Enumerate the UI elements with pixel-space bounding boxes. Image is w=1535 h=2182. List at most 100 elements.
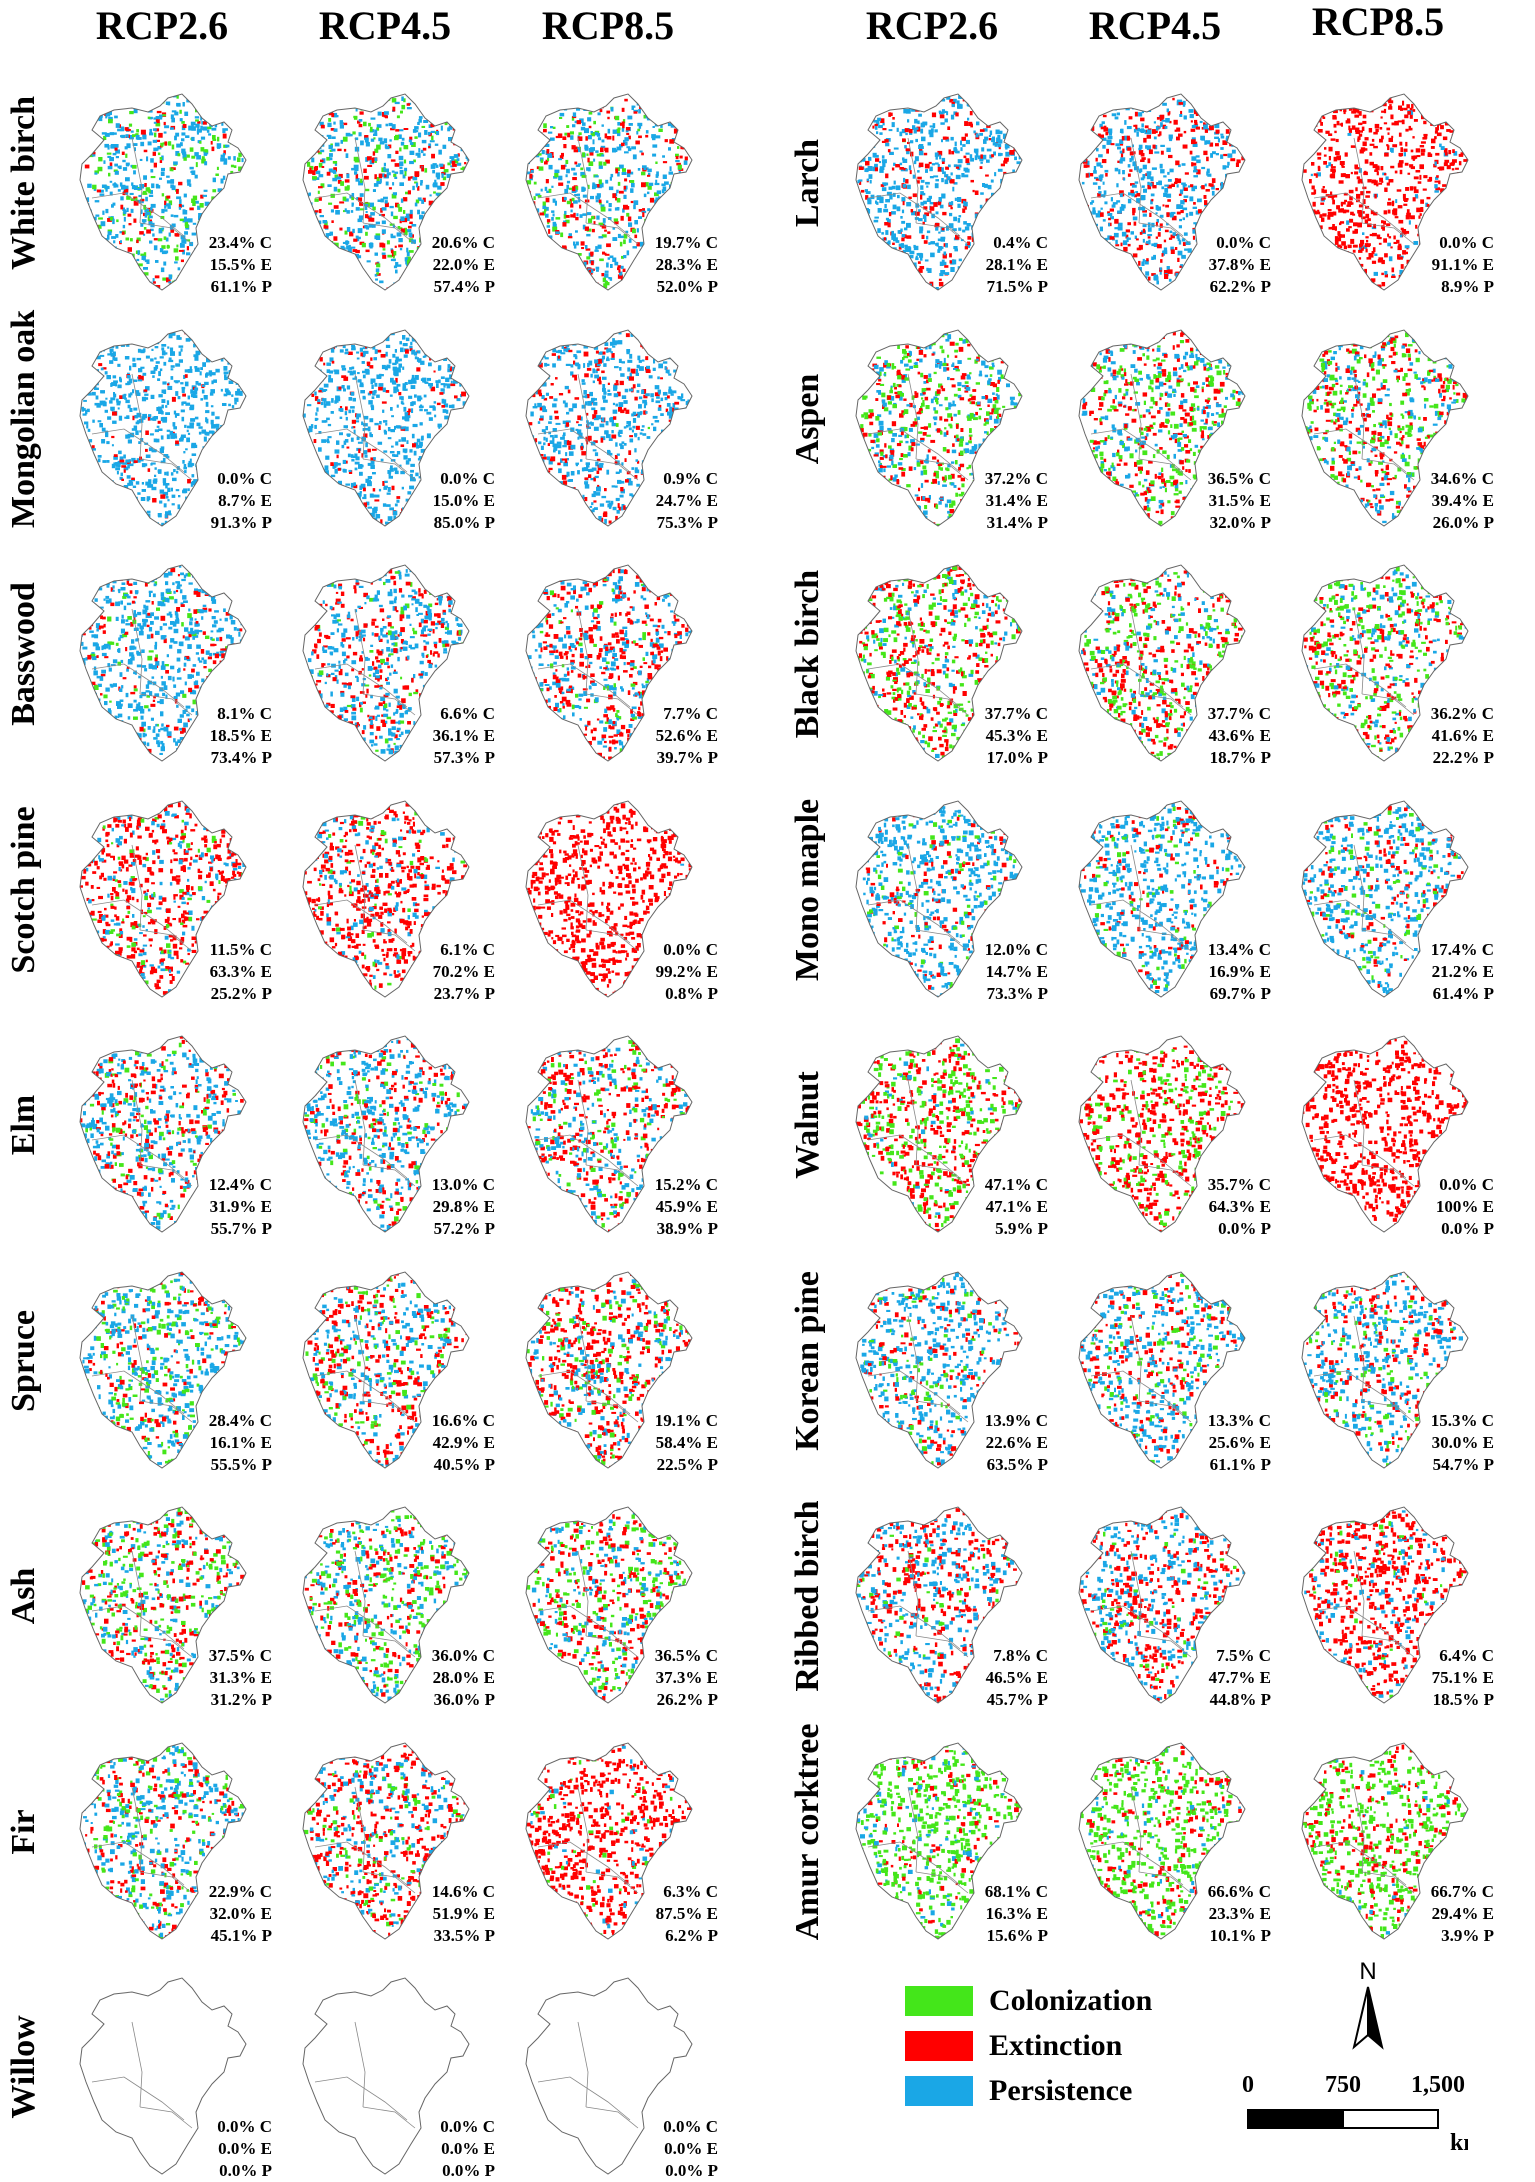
- persistence-stat: 73.4% P: [210, 747, 272, 769]
- species-label: Mongolian oak: [5, 309, 43, 527]
- persistence-stat: 40.5% P: [432, 1454, 495, 1476]
- colonization-stat: 37.7% C: [1208, 703, 1271, 725]
- colonization-stat: 16.6% C: [432, 1410, 495, 1432]
- north-label: N: [1359, 1958, 1376, 1985]
- persistence-stat: 61.1% P: [1208, 1454, 1271, 1476]
- extinction-stat: 28.1% E: [986, 254, 1048, 276]
- scenario-header: RCP8.5: [1278, 0, 1478, 44]
- persistence-stat: 22.5% P: [655, 1454, 718, 1476]
- province-boundaries: [315, 2022, 415, 2128]
- persistence-stat: 55.5% P: [209, 1454, 272, 1476]
- species-label: Black birch: [789, 570, 827, 738]
- persistence-stat: 85.0% P: [433, 512, 495, 534]
- extinction-stat: 21.2% E: [1431, 961, 1494, 983]
- extinction-stat: 43.6% E: [1208, 725, 1271, 747]
- colonization-stat: 8.1% C: [210, 703, 272, 725]
- species-label: Amur corktree: [789, 1723, 827, 1940]
- species-label: Korean pine: [789, 1271, 827, 1451]
- colonization-stat: 23.4% C: [209, 232, 272, 254]
- colonization-stat: 0.0% C: [1209, 232, 1271, 254]
- species-label: Elm: [5, 1095, 43, 1155]
- extinction-stat: 70.2% E: [433, 961, 495, 983]
- colonization-stat: 34.6% C: [1431, 468, 1494, 490]
- legend-swatch: [905, 1986, 973, 2016]
- colonization-stat: 0.0% C: [211, 468, 272, 490]
- species-label: Walnut: [789, 1071, 827, 1179]
- colonization-stat: 13.3% C: [1208, 1410, 1271, 1432]
- colonization-stat: 0.0% C: [440, 2116, 495, 2138]
- extinction-stat: 16.3% E: [985, 1903, 1048, 1925]
- extinction-stat: 36.1% E: [433, 725, 495, 747]
- colonization-stat: 36.0% C: [432, 1645, 495, 1667]
- extinction-stat: 22.0% E: [432, 254, 495, 276]
- extinction-stat: 63.3% E: [210, 961, 272, 983]
- colonization-stat: 0.0% C: [1436, 1174, 1494, 1196]
- legend-label: Colonization: [989, 1984, 1152, 2018]
- persistence-stat: 63.5% P: [985, 1454, 1048, 1476]
- persistence-stat: 23.7% P: [433, 983, 495, 1005]
- colonization-stat: 11.5% C: [210, 939, 272, 961]
- colonization-stat: 13.0% C: [432, 1174, 495, 1196]
- province-boundaries: [538, 2022, 638, 2128]
- extinction-stat: 45.9% E: [655, 1196, 718, 1218]
- species-label: Ash: [5, 1568, 43, 1625]
- scenario-header: RCP4.5: [1055, 4, 1255, 48]
- persistence-stat: 69.7% P: [1208, 983, 1271, 1005]
- extinction-stat: 31.4% E: [985, 490, 1048, 512]
- legend-item: Colonization: [905, 1978, 1152, 2023]
- extinction-stat: 47.1% E: [985, 1196, 1048, 1218]
- persistence-stat: 54.7% P: [1431, 1454, 1494, 1476]
- extinction-stat: 0.0% E: [217, 2138, 272, 2160]
- extinction-stat: 87.5% E: [656, 1903, 718, 1925]
- persistence-stat: 45.1% P: [209, 1925, 272, 1947]
- persistence-stat: 57.3% P: [433, 747, 495, 769]
- colonization-stat: 36.2% C: [1431, 703, 1494, 725]
- persistence-stat: 57.4% P: [432, 276, 495, 298]
- extinction-stat: 0.0% E: [440, 2138, 495, 2160]
- persistence-stat: 44.8% P: [1209, 1689, 1271, 1711]
- colonization-stat: 14.6% C: [432, 1881, 495, 1903]
- persistence-stat: 32.0% P: [1208, 512, 1271, 534]
- colonization-stat: 12.0% C: [985, 939, 1048, 961]
- legend-swatch: [905, 2031, 973, 2061]
- province-boundaries: [92, 2022, 192, 2128]
- colonization-stat: 7.8% C: [986, 1645, 1048, 1667]
